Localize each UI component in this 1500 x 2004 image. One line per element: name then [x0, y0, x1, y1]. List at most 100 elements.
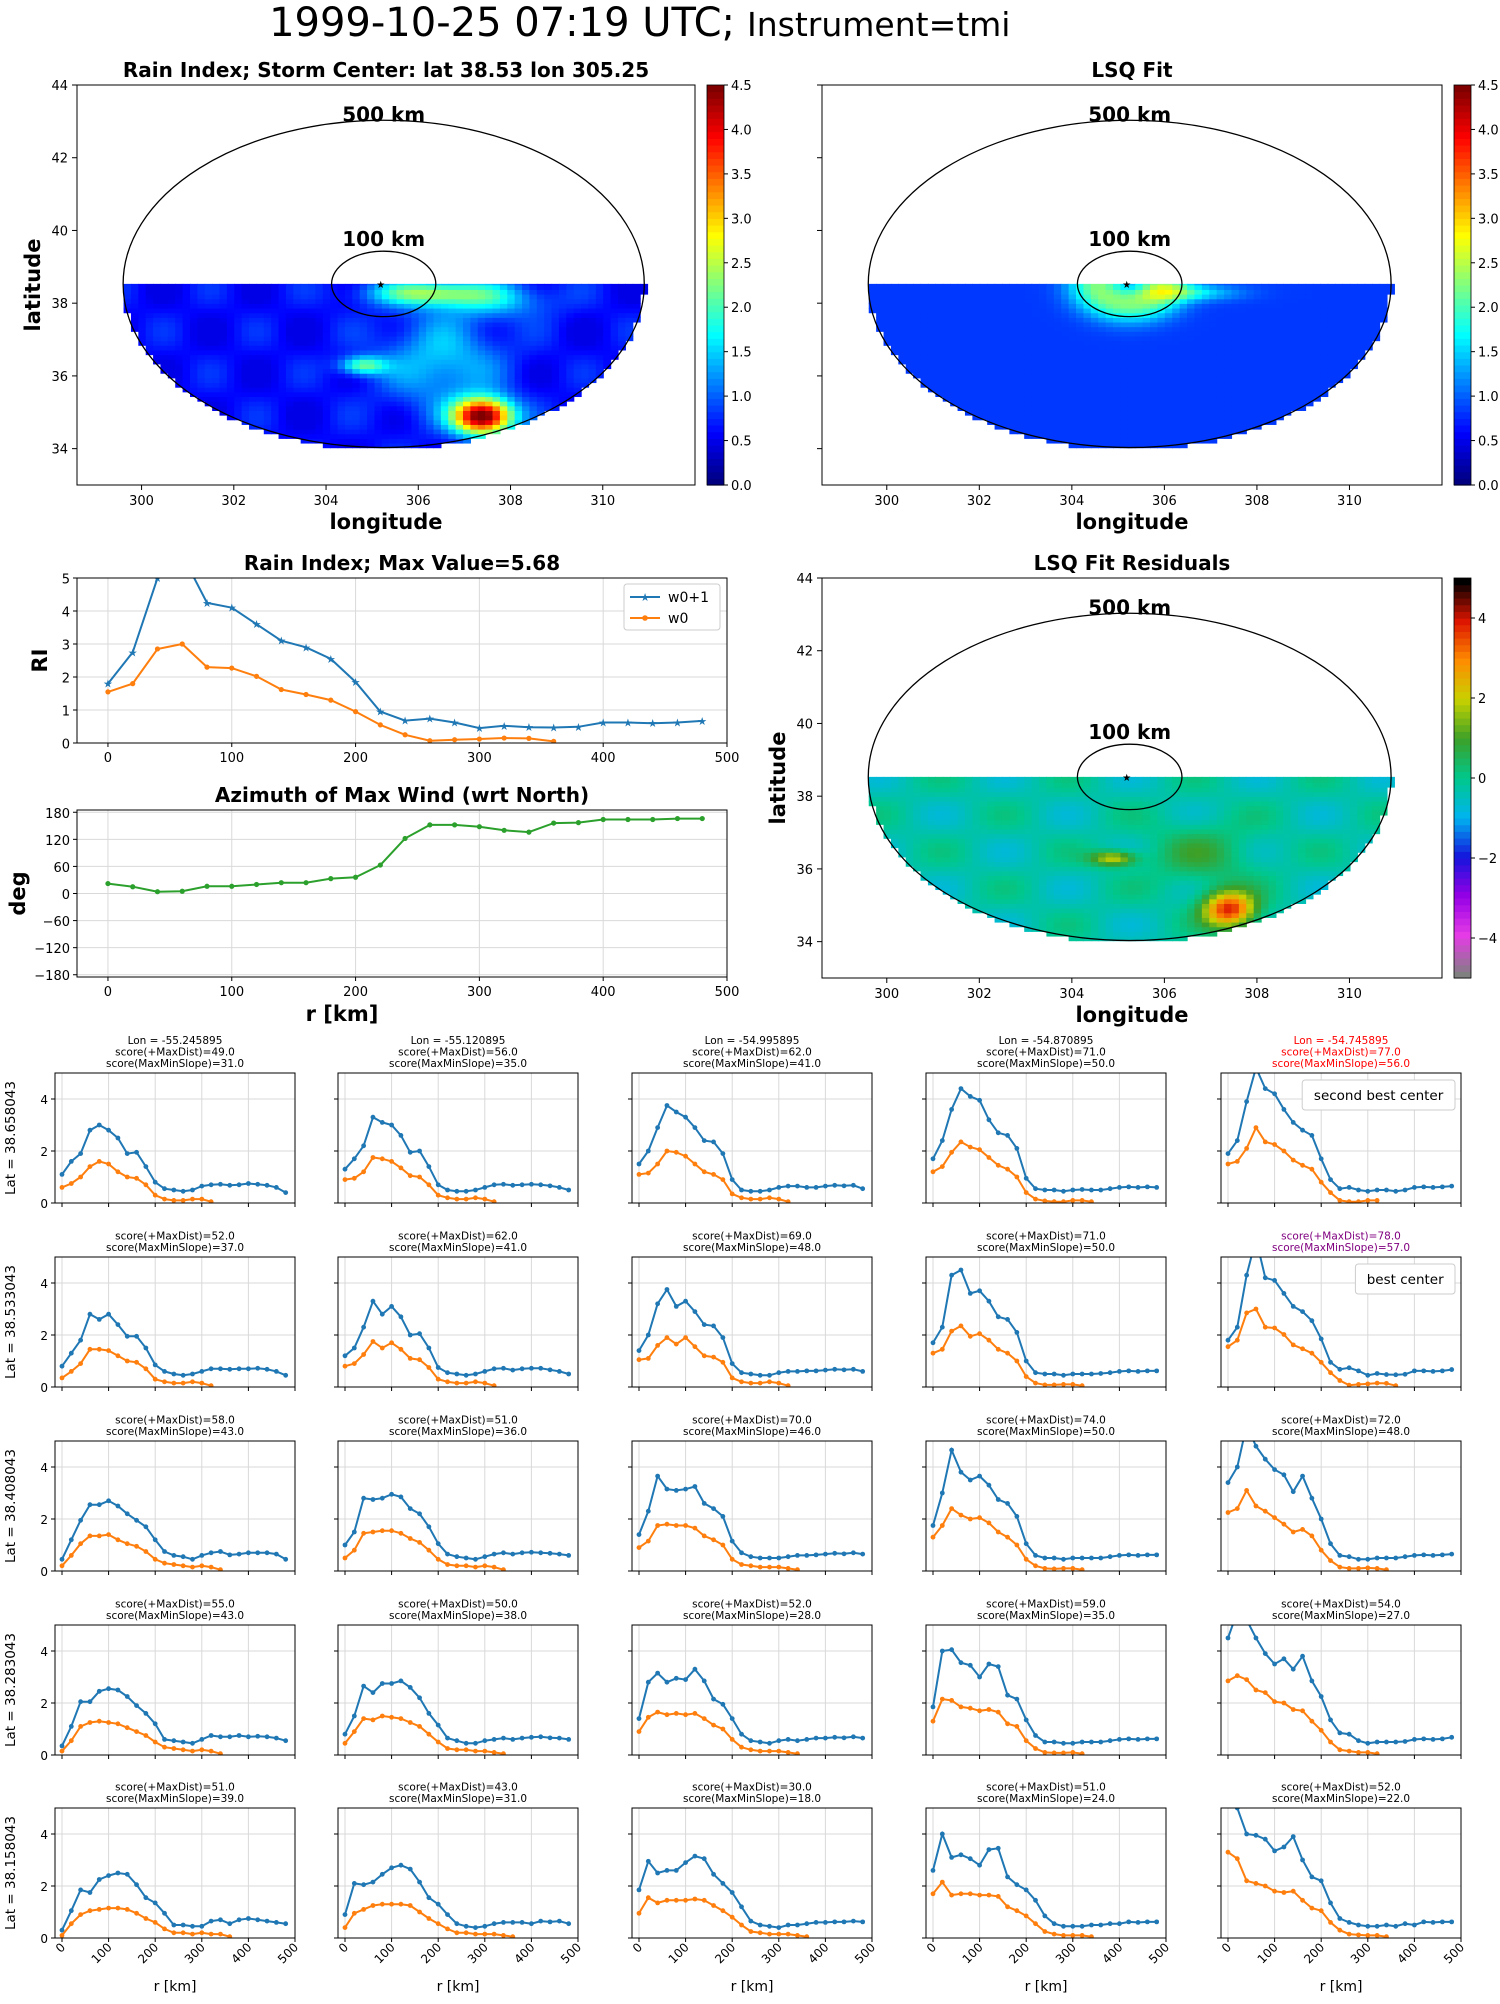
swath-cell: [618, 331, 626, 336]
swath-cell: [1009, 801, 1017, 806]
swath-cell: [995, 368, 1003, 373]
swath-cell: [441, 280, 449, 285]
swath-cell: [345, 438, 353, 443]
swath-cell: [898, 782, 906, 787]
swath-cell: [1217, 382, 1225, 387]
swath-cell: [611, 327, 619, 332]
swath-cell: [367, 345, 375, 350]
swath-cell: [1076, 420, 1084, 425]
swath-cell: [522, 294, 530, 299]
swath-cell: [1261, 396, 1269, 401]
swath-cell: [1306, 382, 1314, 387]
swath-cell: [271, 355, 279, 360]
swath-cell: [1046, 322, 1054, 327]
swath-cell: [1194, 294, 1202, 299]
swath-cell: [441, 410, 449, 415]
swath-cell: [1268, 303, 1276, 308]
swath-cell: [168, 331, 176, 336]
swath-cell: [1172, 434, 1180, 439]
swath-cell: [980, 885, 988, 890]
swath-cell: [168, 308, 176, 313]
swath-cell: [1224, 355, 1232, 360]
swath-cell: [1224, 299, 1232, 304]
y-tick-label: 38: [51, 297, 68, 312]
swath-cell: [1002, 773, 1010, 778]
swath-cell: [1194, 434, 1202, 439]
swath-cell: [1283, 341, 1291, 346]
swath-cell: [183, 299, 191, 304]
swath-cell: [256, 299, 264, 304]
swath-cell: [168, 345, 176, 350]
swath-cell: [1165, 387, 1173, 392]
swath-cell: [470, 355, 478, 360]
rain-swath: [869, 773, 1395, 941]
swath-cell: [212, 350, 220, 355]
swath-cell: [456, 429, 464, 434]
swath-cell: [1231, 280, 1239, 285]
swath-cell: [987, 406, 995, 411]
swath-cell: [943, 336, 951, 341]
swath-cell: [995, 317, 1003, 322]
swath-cell: [1217, 280, 1225, 285]
swath-cell: [456, 382, 464, 387]
swath-cell: [995, 387, 1003, 392]
swath-cell: [928, 820, 936, 825]
swath-cell: [1098, 299, 1106, 304]
swath-cell: [434, 392, 442, 397]
swath-cell: [463, 289, 471, 294]
swath-cell: [190, 285, 198, 290]
swath-cell: [906, 778, 914, 783]
swath-cell: [478, 294, 486, 299]
swath-cell: [559, 355, 567, 360]
swath-cell: [1165, 313, 1173, 318]
swath-cell: [876, 801, 884, 806]
swath-cell: [500, 392, 508, 397]
swath-cell: [1128, 401, 1136, 406]
swath-cell: [160, 322, 168, 327]
swath-cell: [220, 345, 228, 350]
swath-cell: [397, 401, 405, 406]
swath-cell: [921, 336, 929, 341]
swath-cell: [972, 317, 980, 322]
swath-cell: [1046, 415, 1054, 420]
swath-cell: [367, 424, 375, 429]
swath-cell: [1017, 396, 1025, 401]
swath-cell: [987, 392, 995, 397]
swath-cell: [1009, 308, 1017, 313]
swath-cell: [1054, 871, 1062, 876]
swath-cell: [153, 322, 161, 327]
swath-cell: [1069, 313, 1077, 318]
swath-cell: [374, 308, 382, 313]
swath-cell: [426, 378, 434, 383]
swath-cell: [153, 345, 161, 350]
swath-cell: [588, 336, 596, 341]
swath-cell: [1328, 303, 1336, 308]
swath-cell: [1157, 396, 1165, 401]
swath-cell: [1009, 903, 1017, 908]
swath-cell: [529, 303, 537, 308]
swath-cell: [256, 364, 264, 369]
swath-cell: [1106, 392, 1114, 397]
swath-cell: [1046, 341, 1054, 346]
swath-cell: [507, 327, 515, 332]
swath-cell: [596, 355, 604, 360]
swath-cell: [1113, 308, 1121, 313]
swath-cell: [345, 420, 353, 425]
swath-cell: [980, 871, 988, 876]
swath-cell: [456, 289, 464, 294]
swath-cell: [256, 387, 264, 392]
swath-cell: [1231, 322, 1239, 327]
swath-cell: [906, 857, 914, 862]
swath-cell: [987, 875, 995, 880]
swath-cell: [581, 341, 589, 346]
swath-cell: [950, 815, 958, 820]
swath-cell: [249, 368, 257, 373]
swath-cell: [1024, 787, 1032, 792]
swath-cell: [987, 787, 995, 792]
swath-cell: [1135, 294, 1143, 299]
swath-cell: [928, 824, 936, 829]
swath-cell: [220, 313, 228, 318]
swath-cell: [596, 345, 604, 350]
swath-cell: [264, 327, 272, 332]
